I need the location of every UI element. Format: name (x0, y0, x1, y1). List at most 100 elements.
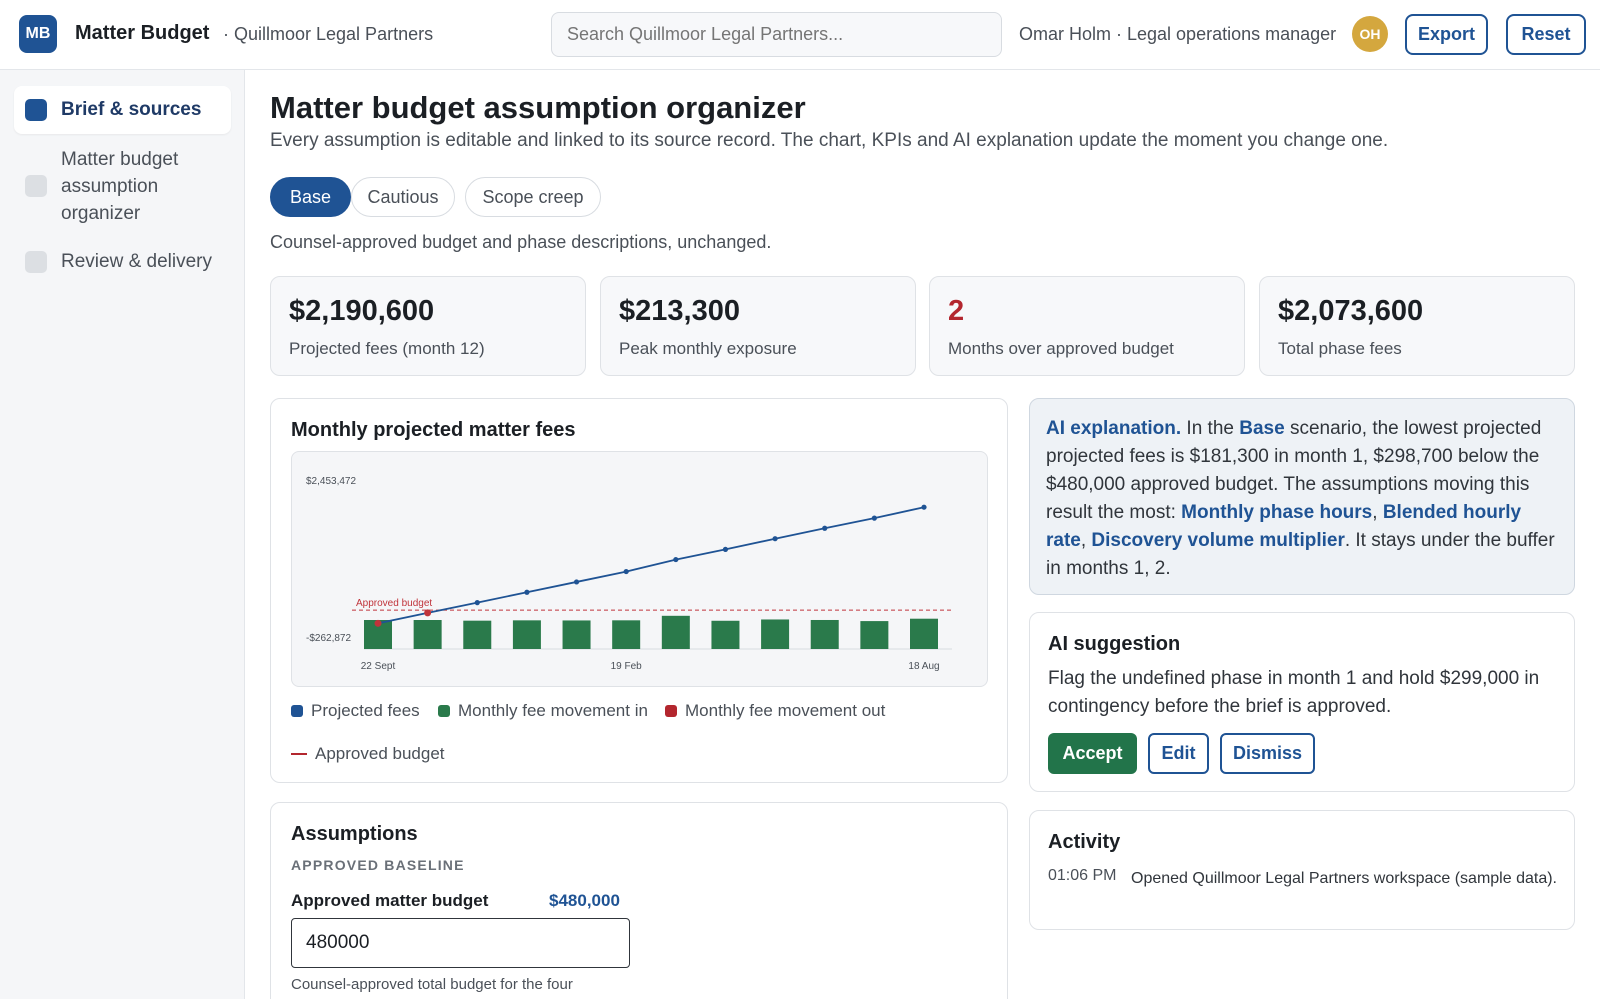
avatar[interactable]: OH (1352, 16, 1388, 52)
legend-label: Monthly fee movement in (458, 701, 648, 720)
app-name: Matter Budget (75, 22, 210, 44)
movement-bar (562, 620, 591, 649)
chart-card: Monthly projected matter fees $2,453,472… (270, 398, 1008, 783)
projected-fees-point (374, 619, 382, 627)
ai-explanation-text: AI explanation. In the Base scenario, th… (1046, 415, 1558, 583)
section-caption: APPROVED BASELINE (291, 857, 465, 873)
x-tick-label: 19 Feb (611, 661, 643, 672)
ai-text-segment: , (1080, 530, 1092, 551)
projected-fees-point (772, 536, 778, 542)
legend-label: Projected fees (311, 701, 420, 720)
projected-fees-point (524, 589, 530, 595)
kpi-value: 2 (948, 295, 965, 327)
y-tick-label: -$262,872 (306, 633, 351, 644)
ai-suggestion-card: AI suggestion Flag the undefined phase i… (1029, 612, 1575, 792)
movement-bar (661, 615, 690, 649)
legend-movement-out: Monthly fee movement out (665, 701, 885, 721)
legend-swatch-icon (438, 705, 450, 717)
x-tick-label: 18 Aug (908, 661, 939, 672)
movement-bar (711, 620, 740, 649)
projected-fees-point (921, 504, 927, 510)
scenario-link[interactable]: Base (1239, 418, 1285, 439)
legend-projected: Projected fees (291, 701, 420, 721)
ai-suggestion-text: Flag the undefined phase in month 1 and … (1048, 668, 1540, 717)
scenario-note: Counsel-approved budget and phase descri… (270, 232, 772, 252)
ai-text-segment: , (1372, 502, 1383, 523)
page-title: Matter budget assumption organizer (270, 90, 806, 125)
activity-card: Activity 01:06 PM Opened Quillmoor Legal… (1029, 810, 1575, 930)
activity-text: Opened Quillmoor Legal Partners workspac… (1131, 870, 1557, 887)
assumptions-card: Assumptions APPROVED BASELINE Approved m… (270, 802, 1008, 999)
projected-fees-point (673, 556, 679, 563)
ai-text-segment: In the (1181, 418, 1240, 439)
kpi-label: Months over approved budget (948, 339, 1174, 358)
sidebar-item-label: Review & delivery (61, 251, 212, 272)
sidebar-item-review-delivery[interactable]: Review & delivery (14, 248, 231, 282)
user-label: Omar Holm · Legal operations manager (1019, 24, 1337, 44)
field-help-text: Counsel-approved total budget for the fo… (291, 976, 573, 999)
step-indicator-icon (25, 99, 47, 121)
legend-label: Monthly fee movement out (685, 701, 886, 720)
reset-button[interactable]: Reset (1506, 14, 1586, 55)
step-indicator-icon (25, 175, 47, 197)
sidebar-item-budget-organizer[interactable]: Matter budget assumption organizer (14, 146, 231, 230)
projected-fees-point (871, 515, 877, 521)
movement-bar (761, 619, 790, 649)
edit-button[interactable]: Edit (1148, 733, 1209, 774)
ai-text-segment: . It stays under the buffer in months 1,… (1046, 530, 1555, 579)
movement-bar (910, 618, 938, 649)
ai-explanation-card: AI explanation. In the Base scenario, th… (1029, 398, 1575, 595)
projected-fees-point (424, 609, 432, 617)
legend-line-icon (291, 753, 307, 755)
assumption-link-discovery-volume[interactable]: Discovery volume multiplier (1091, 530, 1345, 551)
search-input[interactable] (551, 12, 1002, 57)
kpi-value: $2,073,600 (1278, 295, 1424, 327)
tab-scope-creep[interactable]: Scope creep (465, 177, 601, 217)
accept-button[interactable]: Accept (1048, 733, 1137, 774)
chart-title: Monthly projected matter fees (291, 419, 576, 441)
movement-bar (413, 620, 442, 649)
x-tick-label: 22 Sept (361, 661, 396, 672)
page-subtitle: Every assumption is editable and linked … (270, 130, 1389, 151)
assumptions-title: Assumptions (291, 823, 418, 845)
kpi-card: $2,190,600 Projected fees (month 12) (270, 276, 586, 376)
chart-plot-area: $2,453,472 -$262,872 Approved budget 22 Sep… (291, 451, 988, 687)
tab-cautious[interactable]: Cautious (351, 177, 455, 217)
kpi-card: $213,300 Peak monthly exposure (600, 276, 916, 376)
kpi-label: Peak monthly exposure (619, 339, 797, 358)
movement-bar (512, 620, 541, 649)
kpi-card: $2,073,600 Total phase fees (1259, 276, 1575, 376)
assumption-link-blended-hourly-rate[interactable]: Blended hourly rate (1046, 502, 1522, 551)
approved-budget-input[interactable] (291, 918, 630, 968)
ai-suggestion-title: AI suggestion (1048, 633, 1181, 655)
tab-base[interactable]: Base (270, 177, 351, 217)
org-name: · Quillmoor Legal Partners (223, 24, 434, 44)
step-indicator-icon (25, 251, 47, 273)
movement-bar (860, 621, 889, 649)
sidebar: Brief & sources Matter budget assumption… (0, 70, 245, 999)
movement-bar (810, 619, 839, 649)
projected-fees-point (474, 600, 480, 606)
projected-fees-line (377, 506, 925, 625)
assumption-link-monthly-phase-hours[interactable]: Monthly phase hours (1181, 502, 1373, 523)
kpi-label: Total phase fees (1278, 339, 1402, 358)
y-tick-label: $2,453,472 (306, 476, 356, 487)
approved-budget-display: $480,000 (549, 891, 620, 910)
activity-title: Activity (1048, 831, 1121, 853)
legend-swatch-icon (291, 705, 303, 717)
sidebar-item-label: Matter budget assumption organizer (61, 149, 179, 224)
legend-swatch-icon (665, 705, 677, 717)
sidebar-item-label: Brief & sources (61, 99, 202, 120)
sidebar-item-brief-sources[interactable]: Brief & sources (14, 86, 231, 134)
app-logo: MB (19, 15, 57, 53)
export-button[interactable]: Export (1405, 14, 1488, 55)
ai-explanation-heading: AI explanation. (1046, 418, 1182, 439)
projected-fees-point (722, 546, 729, 552)
kpi-value: $2,190,600 (289, 295, 435, 327)
legend-movement-in: Monthly fee movement in (438, 701, 648, 721)
fees-chart: $2,453,472 -$262,872 Approved budget 22 Sep… (306, 476, 952, 672)
top-bar: MB Matter Budget · Quillmoor Legal Partn… (0, 0, 1600, 70)
projected-fees-point (822, 525, 828, 531)
projected-fees-point (573, 579, 580, 585)
dismiss-button[interactable]: Dismiss (1220, 733, 1315, 774)
